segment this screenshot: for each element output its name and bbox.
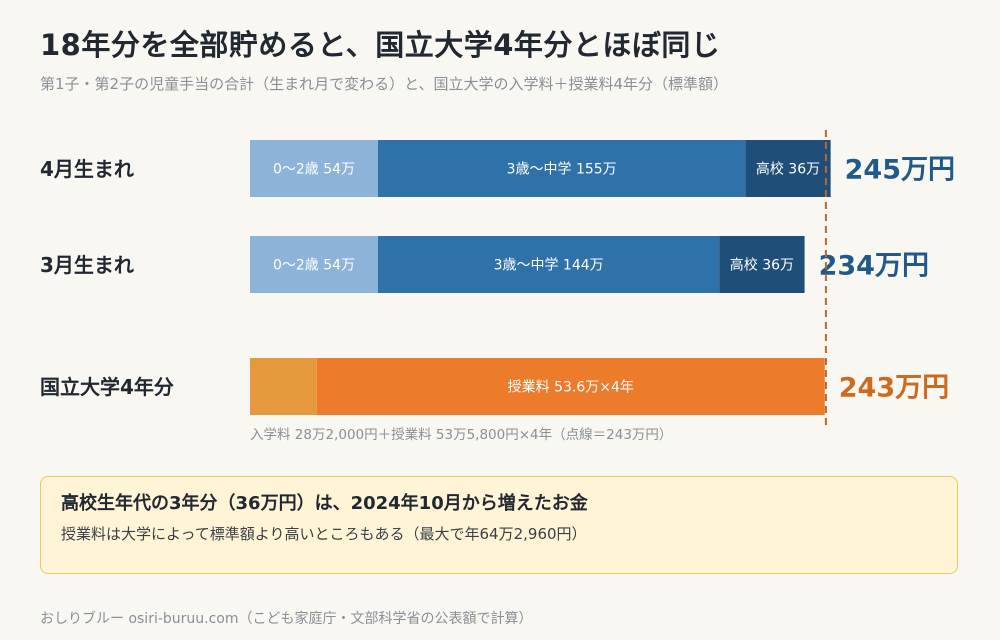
bar-segment: [377, 236, 720, 293]
bar-segment-label: 3歳〜中学 155万: [507, 162, 617, 178]
bar-segment: [745, 140, 831, 197]
footer-credit: おしりブルー osiri-buruu.com（こども家庭庁・文部科学省の公表額で…: [40, 611, 533, 627]
bar-segment: [719, 236, 805, 293]
bar-total-label: 243万円: [839, 373, 949, 404]
bar-segment-label: 0〜2歳 54万: [273, 258, 355, 274]
bar-segment: [316, 358, 825, 415]
bar-segment-label: 高校 36万: [756, 161, 820, 178]
page-subtitle: 第1子・第2子の児童手当の合計（生まれ月で変わる）と、国立大学の入学料＋授業料4…: [40, 75, 729, 93]
bar-segment-label: 授業料 53.6万×4年: [508, 380, 634, 396]
bar-segment: [250, 140, 378, 197]
bar-total-label: 234万円: [819, 251, 929, 282]
bar-segment: [377, 140, 746, 197]
callout-title: 高校生年代の3年分（36万円）は、2024年10月から増えたお金: [61, 493, 588, 514]
info-callout: 高校生年代の3年分（36万円）は、2024年10月から増えたお金 授業料は大学に…: [40, 476, 958, 574]
bar-segment-label: 0〜2歳 54万: [273, 162, 355, 178]
callout-body: 授業料は大学によって標準額より高いところもある（最大で年64万2,960円）: [61, 525, 587, 543]
bar-segment: [250, 358, 317, 415]
bar-segment-label: 3歳〜中学 144万: [494, 258, 604, 274]
row-label-march: 3月生まれ: [40, 253, 134, 277]
bar-total-label: 245万円: [845, 155, 955, 186]
bar-segment-label: 高校 36万: [730, 257, 794, 274]
page-title: 18年分を全部貯めると、国立大学4年分とほぼ同じ: [40, 28, 721, 62]
row-label-april: 4月生まれ: [40, 157, 134, 181]
row-label-university: 国立大学4年分: [40, 375, 174, 399]
bar-segment: [250, 236, 378, 293]
chart-note: 入学料 28万2,000円＋授業料 53万5,800円×4年（点線＝243万円）: [250, 427, 673, 443]
